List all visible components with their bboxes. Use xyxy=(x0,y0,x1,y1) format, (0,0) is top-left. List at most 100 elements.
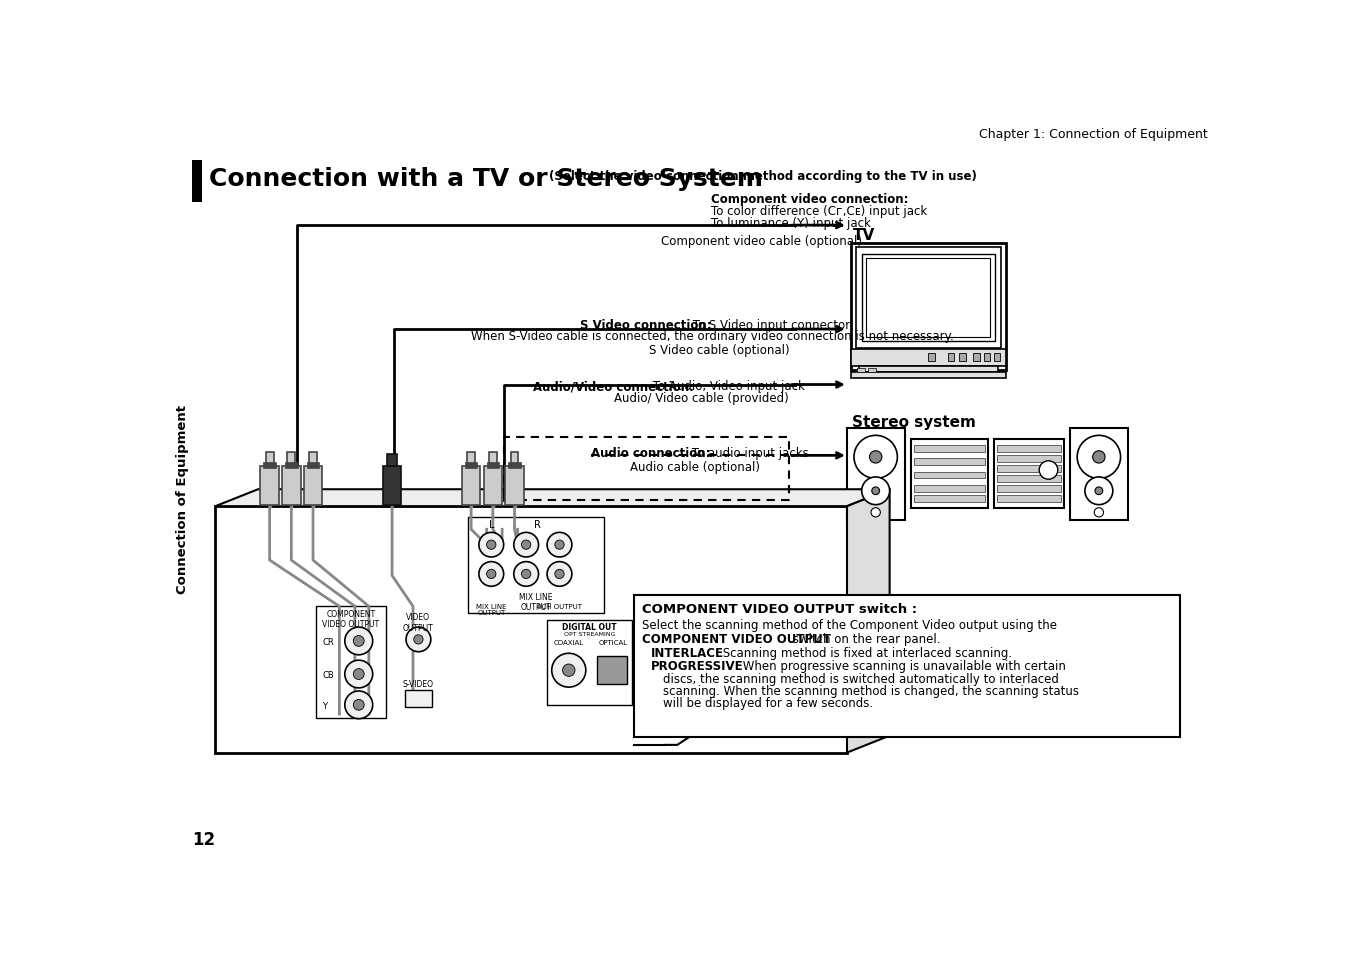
Bar xyxy=(465,463,477,469)
Text: (Select the video connection method according to the TV in use): (Select the video connection method acco… xyxy=(549,170,977,183)
Bar xyxy=(867,369,875,373)
Bar xyxy=(997,446,1061,452)
Bar xyxy=(662,628,739,680)
Bar xyxy=(634,595,1181,738)
Bar xyxy=(484,467,503,505)
Bar xyxy=(959,354,966,361)
Text: Chapter 1: Connection of Equipment: Chapter 1: Connection of Equipment xyxy=(978,129,1208,141)
Bar xyxy=(851,373,1006,378)
Bar xyxy=(911,439,988,509)
Bar xyxy=(948,354,954,361)
Bar xyxy=(862,254,996,342)
Circle shape xyxy=(345,627,373,655)
Circle shape xyxy=(871,508,881,517)
Circle shape xyxy=(555,540,565,550)
Circle shape xyxy=(870,452,882,463)
Bar xyxy=(547,620,632,705)
Circle shape xyxy=(486,570,496,579)
Text: 12: 12 xyxy=(192,830,215,847)
Text: PROGRESSIVE: PROGRESSIVE xyxy=(651,659,743,673)
Bar xyxy=(913,472,985,479)
Bar xyxy=(997,456,1061,462)
Text: To luminance (Y) input jack: To luminance (Y) input jack xyxy=(712,216,871,230)
Text: : When progressive scanning is unavailable with certain: : When progressive scanning is unavailab… xyxy=(735,659,1066,673)
Bar xyxy=(997,496,1061,502)
Bar xyxy=(913,496,985,503)
Bar xyxy=(405,691,432,707)
Bar xyxy=(192,160,203,203)
Bar xyxy=(261,467,278,505)
Text: Y: Y xyxy=(323,701,327,710)
Text: scanning. When the scanning method is changed, the scanning status: scanning. When the scanning method is ch… xyxy=(663,684,1079,698)
Text: Audio/ Video cable (provided): Audio/ Video cable (provided) xyxy=(615,392,789,404)
Text: VIDEO
OUTPUT: VIDEO OUTPUT xyxy=(403,613,434,632)
Text: Component video cable (optional): Component video cable (optional) xyxy=(661,235,862,248)
Circle shape xyxy=(521,540,531,550)
Bar xyxy=(994,439,1065,509)
Circle shape xyxy=(547,562,571,587)
Circle shape xyxy=(854,436,897,479)
Bar xyxy=(671,663,686,671)
Bar xyxy=(282,467,301,505)
Circle shape xyxy=(862,477,889,505)
Bar xyxy=(309,453,317,467)
Bar xyxy=(215,507,847,753)
Bar xyxy=(489,453,497,467)
Text: Component video connection:: Component video connection: xyxy=(712,193,909,206)
Text: INTERLACE: INTERLACE xyxy=(658,653,689,658)
Bar xyxy=(855,248,1001,348)
Text: When S-Video cable is connected, the ordinary video connection is not necessary.: When S-Video cable is connected, the ord… xyxy=(471,330,954,343)
Circle shape xyxy=(555,570,565,579)
Circle shape xyxy=(354,636,365,647)
Bar xyxy=(973,354,979,361)
Bar xyxy=(486,463,499,469)
Text: S-VIDEO: S-VIDEO xyxy=(403,679,434,689)
Circle shape xyxy=(345,660,373,688)
Circle shape xyxy=(413,635,423,644)
Bar xyxy=(382,467,401,505)
Text: MIX LINE: MIX LINE xyxy=(476,603,507,610)
Text: MIX LINE
OUTPUT: MIX LINE OUTPUT xyxy=(520,592,553,612)
Text: : Scanning method is fixed at interlaced scanning.: : Scanning method is fixed at interlaced… xyxy=(715,646,1012,659)
Polygon shape xyxy=(847,490,889,753)
Circle shape xyxy=(513,562,539,587)
Text: COMPONENT VIDEO
OUTPUT: COMPONENT VIDEO OUTPUT xyxy=(669,631,732,641)
Bar xyxy=(263,463,276,469)
Bar xyxy=(857,369,865,373)
Bar xyxy=(984,354,990,361)
Circle shape xyxy=(1077,436,1120,479)
Text: COMPONENT
VIDEO OUTPUT: COMPONENT VIDEO OUTPUT xyxy=(323,609,380,628)
Circle shape xyxy=(478,562,504,587)
Circle shape xyxy=(547,533,571,558)
Circle shape xyxy=(1085,477,1113,505)
Text: CB: CB xyxy=(323,671,334,679)
Circle shape xyxy=(1093,452,1105,463)
Text: Stereo system: Stereo system xyxy=(852,415,977,430)
Text: TV: TV xyxy=(852,228,874,243)
Circle shape xyxy=(551,654,586,687)
Bar xyxy=(467,453,476,467)
Text: OPTICAL: OPTICAL xyxy=(598,639,627,645)
Bar xyxy=(994,354,1001,361)
Bar xyxy=(467,517,604,614)
Text: To audio input jacks: To audio input jacks xyxy=(688,447,809,459)
Text: Select the scanning method of the Component Video output using the: Select the scanning method of the Compon… xyxy=(642,618,1056,631)
Text: will be displayed for a few seconds.: will be displayed for a few seconds. xyxy=(663,697,874,710)
Circle shape xyxy=(354,700,365,711)
Text: OPT STREAMING: OPT STREAMING xyxy=(563,631,616,637)
Text: To color difference (Cᴦ,Cᴇ) input jack: To color difference (Cᴦ,Cᴇ) input jack xyxy=(712,205,928,218)
Bar xyxy=(597,657,627,684)
Bar xyxy=(997,466,1061,472)
Bar xyxy=(997,486,1061,492)
Circle shape xyxy=(1039,461,1058,479)
Text: Audio cable (optional): Audio cable (optional) xyxy=(630,460,761,474)
Circle shape xyxy=(478,533,504,558)
Bar xyxy=(913,459,985,466)
Bar xyxy=(288,453,296,467)
Text: Connection with a TV or Stereo System: Connection with a TV or Stereo System xyxy=(209,167,763,191)
Bar xyxy=(505,467,524,505)
Bar xyxy=(859,367,998,373)
Text: OUTPUT: OUTPUT xyxy=(477,610,505,616)
Bar xyxy=(1070,428,1128,520)
Text: Audio/Video connection:: Audio/Video connection: xyxy=(534,379,694,393)
